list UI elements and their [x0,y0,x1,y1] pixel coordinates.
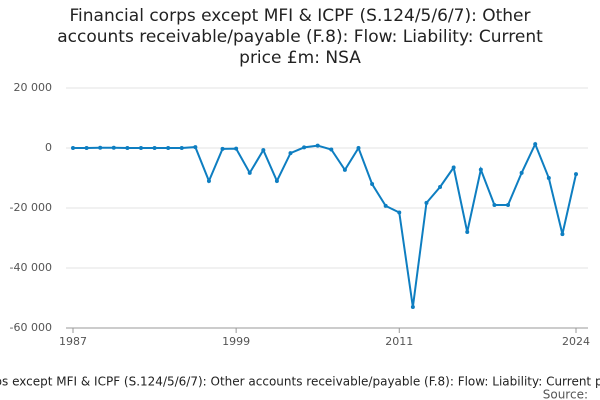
x-tick-label: 2024 [562,335,590,348]
point [574,172,578,177]
point [546,176,551,180]
point [71,146,75,150]
point [519,170,524,175]
point [234,146,239,151]
point [329,147,334,152]
point [315,143,320,148]
point [261,148,266,153]
x-axis-label: Financial corps except MFI & ICPF (S.124… [0,375,600,389]
point [506,203,511,207]
point [84,146,89,150]
point [247,170,252,175]
source: Source: [543,388,588,400]
point [478,167,483,172]
point [166,146,171,150]
point [288,151,293,156]
x-tick-label: 1999 [222,335,250,348]
point [533,142,538,147]
point [383,203,388,208]
point [302,145,307,150]
point [492,203,497,207]
point [438,185,443,189]
point [98,145,103,150]
point [424,200,429,205]
line [73,141,577,308]
point [193,145,198,150]
point [206,179,211,183]
y-tick-label: 0 [45,141,52,154]
point [138,146,143,150]
point [111,145,116,150]
x-tick-label: 1987 [59,335,87,348]
point [410,305,415,309]
y-tick-label: -40 000 [10,261,52,274]
point [451,165,456,170]
point [342,167,347,172]
point [465,230,470,234]
y-tick-label: -60 000 [10,321,52,334]
y-tick-label: 20 000 [14,81,53,94]
point [152,146,157,150]
y-tick-label: -20 000 [10,201,52,214]
point [274,179,279,183]
point [370,182,375,186]
x-tick-label: 2011 [385,335,413,348]
point [220,146,225,151]
chart-title: Financial corps except MFI & ICPF (S.124… [57,6,543,68]
point [560,232,565,237]
point [397,210,402,215]
point [125,146,130,150]
point [179,146,184,150]
point [356,146,361,150]
